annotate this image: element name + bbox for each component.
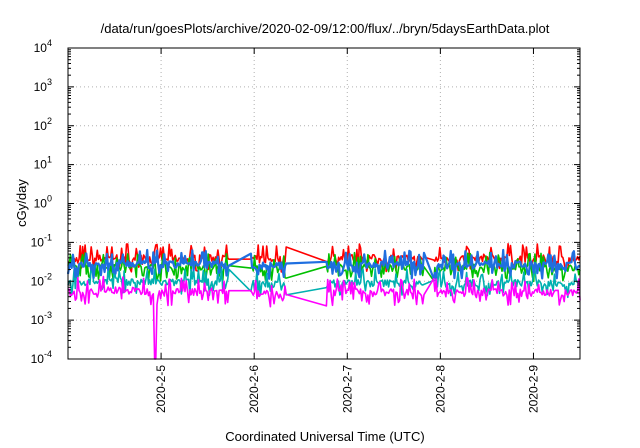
grid-lines [68, 48, 580, 359]
y-tick-label: 102 [34, 116, 52, 133]
series-line [67, 251, 581, 283]
x-tick-label: 2020-2-8 [433, 365, 447, 413]
series-layer [66, 243, 581, 360]
y-tick-label: 10-3 [31, 310, 52, 327]
x-axis-label: Coordinated Universal Time (UTC) [225, 429, 424, 444]
y-tick-label: 104 [34, 38, 52, 55]
y-tick-label: 10-1 [31, 232, 52, 249]
x-tick-label: 2020-2-6 [247, 365, 261, 413]
series-line [66, 248, 581, 281]
x-axis: 2020-2-5 2020-2-6 2020-2-7 2020-2-8 2020-2-9 [154, 48, 540, 413]
series-line [67, 275, 581, 360]
x-tick-label: 2020-2-7 [340, 365, 354, 413]
y-tick-label: 100 [34, 194, 52, 211]
x-tick-label: 2020-2-9 [526, 365, 540, 413]
y-tick-label: 10-4 [31, 349, 52, 366]
x-tick-label: 2020-2-5 [154, 365, 168, 413]
series-line [67, 266, 580, 299]
y-tick-label: 10-2 [31, 271, 52, 288]
y-tick-label: 101 [34, 155, 52, 172]
y-tick-label: 103 [34, 77, 52, 94]
y-axis-label: cGy/day [14, 179, 29, 227]
chart-title: /data/run/goesPlots/archive/2020-02-09/1… [101, 21, 550, 36]
y-axis: 10-4 10-3 10-2 10-1 100 101 102 103 104 [31, 38, 580, 366]
